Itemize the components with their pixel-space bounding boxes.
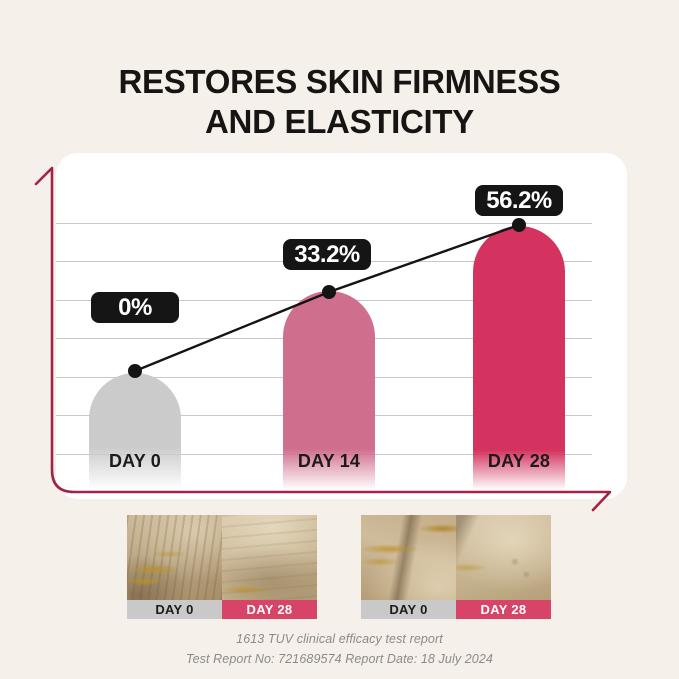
photo-label-day0: DAY 0 (127, 600, 222, 619)
photo-label-day0: DAY 0 (361, 600, 456, 619)
skin-photo-after (456, 515, 551, 600)
value-badge-day0: 0% (91, 292, 179, 323)
bar-day14 (283, 291, 375, 492)
footnote-line1: 1613 TUV clinical efficacy test report (236, 632, 443, 646)
report-footnote: 1613 TUV clinical efficacy test report T… (0, 629, 679, 669)
photo-label-day28: DAY 28 (456, 600, 551, 619)
page-title-line2: AND ELASTICITY (205, 103, 474, 141)
gridline (56, 223, 592, 225)
value-badge-day28: 56.2% (475, 185, 563, 216)
page-title: RESTORES SKIN FIRMNESS AND ELASTICITY (0, 62, 679, 142)
page-title-line1: RESTORES SKIN FIRMNESS (118, 63, 561, 101)
axis-line (34, 166, 612, 512)
bar-label-day0: DAY 0 (108, 451, 162, 471)
before-after-photo-pair: DAY 0 DAY 28 (127, 515, 317, 619)
trend-dot-day28 (512, 218, 526, 232)
bar-label-day28: DAY 28 (487, 451, 551, 471)
bar-day28 (473, 226, 565, 492)
before-after-photo-pair: DAY 0 DAY 28 (361, 515, 551, 619)
trend-dot-day0 (128, 364, 142, 378)
skin-photo-after (222, 515, 317, 600)
skin-photo-before (127, 515, 222, 600)
value-badge-day14: 33.2% (283, 239, 371, 270)
bar-label-day14: DAY 14 (297, 451, 361, 471)
footnote-line2: Test Report No: 721689574 Report Date: 1… (186, 652, 493, 666)
bar-day0 (89, 373, 181, 492)
photo-label-day28: DAY 28 (222, 600, 317, 619)
skin-photo-before (361, 515, 456, 600)
trend-dot-day14 (322, 285, 336, 299)
